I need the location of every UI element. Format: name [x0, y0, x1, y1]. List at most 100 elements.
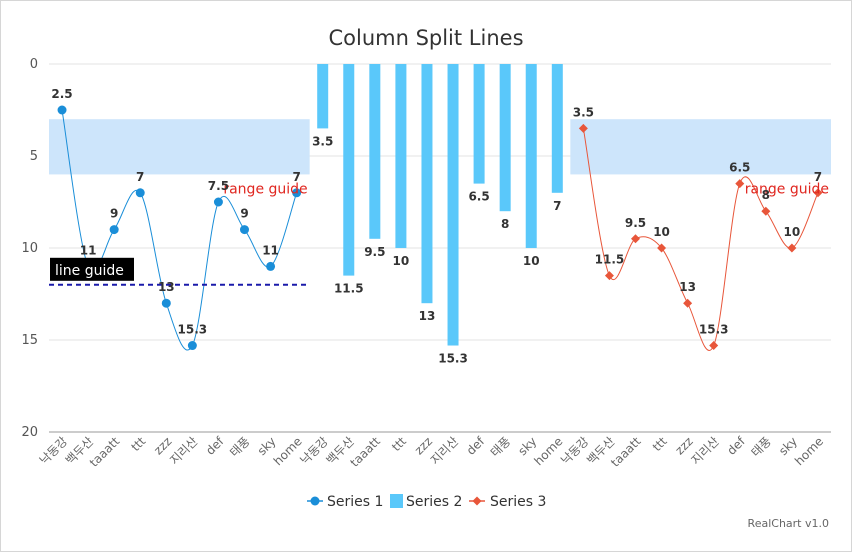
series-2-bars [317, 64, 563, 346]
series-2-bar [369, 64, 381, 239]
series-1-data-label: 11 [262, 243, 279, 257]
series-3-data-label: 15.3 [699, 323, 729, 337]
chart-credit: RealChart v1.0 [748, 517, 829, 530]
x-tick-label: def [203, 434, 227, 458]
y-tick-label: 10 [21, 241, 38, 256]
legend-label: Series 3 [490, 494, 546, 510]
series-3-point [787, 243, 797, 253]
series-2-bar [395, 64, 407, 248]
range-guide-label: range guide [745, 181, 829, 197]
series-1-data-label: 13 [158, 280, 175, 294]
x-tick-label: taaatt [608, 434, 644, 470]
x-tick-label: 태풍 [748, 434, 774, 460]
series-2-bar [525, 64, 537, 248]
series-2-data-label: 10 [523, 254, 540, 268]
series-2-bar [473, 64, 485, 184]
x-tick-label: 낙동강 [37, 434, 70, 467]
line-guide-label-box [50, 257, 134, 281]
series-1-data-label: 7 [292, 170, 300, 184]
series-3-data-label: 10 [653, 225, 670, 239]
series-2-data-label: 10 [393, 254, 410, 268]
x-tick-label: 지리산 [428, 434, 461, 467]
legend-item-series-2: Series 2 [390, 494, 462, 510]
data-labels: range guide range guide 3.5 11.5 9.5 10 13 15.3… [51, 87, 829, 366]
legend-label: Series 1 [327, 494, 383, 510]
legend-item-series-1: Series 1 [307, 494, 383, 510]
series-2-data-label: 13 [419, 309, 436, 323]
x-tick-label: 지리산 [688, 434, 721, 467]
legend-label: Series 2 [406, 494, 462, 510]
y-tick-label: 20 [21, 425, 38, 440]
series-3-data-label: 6.5 [729, 161, 750, 175]
legend-marker [310, 496, 320, 506]
x-tick-label: ttt [650, 434, 670, 454]
series-1-data-label: 9 [110, 207, 118, 221]
y-tick-label: 5 [30, 149, 38, 164]
chart-title: Column Split Lines [328, 26, 523, 50]
series-1-point [187, 341, 197, 351]
series-3-line [582, 128, 819, 351]
series-1-point [240, 225, 249, 235]
series-3-data-label: 8 [762, 188, 770, 202]
series-1-point [161, 298, 171, 308]
x-tick-label: def [464, 434, 488, 458]
series-2-data-label: 15.3 [438, 352, 468, 366]
line-guide-label: line guide [55, 263, 124, 279]
series-3-point [657, 243, 667, 253]
series-2-data-label: 9.5 [364, 245, 385, 259]
series-1-point [213, 197, 223, 207]
series-2-data-label: 11.5 [334, 282, 364, 296]
x-tick-label: 낙동강 [297, 434, 330, 467]
series-2-data-label: 6.5 [468, 190, 489, 204]
series-2-data-label: 8 [501, 217, 509, 231]
legend: Series 1 Series 2 Series 3 [307, 494, 546, 510]
series-1-data-label: 2.5 [51, 87, 72, 101]
series-1-data-label: 7.5 [208, 179, 229, 193]
series-3-data-label: 10 [784, 225, 801, 239]
series-1-point [57, 105, 67, 115]
series-2-bar [551, 64, 563, 193]
x-tick-label: 태풍 [227, 434, 253, 460]
series-2-data-label: 7 [553, 199, 561, 213]
x-tick-label: 지리산 [167, 434, 200, 467]
legend-marker [390, 494, 403, 508]
series-3-point [813, 188, 823, 198]
series-3-data-label: 3.5 [573, 105, 594, 119]
series-3-point [578, 123, 588, 133]
series-3-point [761, 206, 771, 216]
series-1-data-label: 11 [80, 243, 97, 257]
x-tick-label: ttt [128, 434, 148, 454]
series-3-point [631, 234, 640, 244]
series-2-data-label: 3.5 [312, 134, 333, 148]
series-3-point [604, 271, 614, 281]
series-1-data-label: 9 [240, 207, 248, 221]
x-tick-label: taaatt [347, 434, 383, 470]
x-tick-label: 낙동강 [558, 434, 591, 467]
series-3-point [709, 341, 719, 351]
series-3-data-label: 7 [814, 170, 822, 184]
series-2-bar [317, 64, 329, 129]
line-guide-layer: line guide [49, 257, 310, 286]
series-2-bar [447, 64, 459, 346]
series-lines [57, 105, 823, 351]
series-2-bar [499, 64, 511, 212]
grid-layer [49, 63, 831, 341]
series-3-data-label: 9.5 [625, 216, 646, 230]
range-guide-band [49, 119, 310, 175]
series-1-point [266, 261, 276, 271]
x-tick-label: home [531, 434, 565, 468]
series-2-bar [343, 64, 355, 276]
series-1-point [292, 188, 302, 198]
x-tick-label: taaatt [87, 434, 123, 470]
x-tick-label: home [792, 434, 826, 468]
series-1-data-label: 7 [136, 170, 144, 184]
series-3-data-label: 13 [679, 280, 696, 294]
series-3-point [735, 179, 745, 189]
series-2-bar [421, 64, 433, 304]
legend-item-series-3: Series 3 [469, 494, 546, 510]
series-1-point [135, 188, 145, 198]
x-tick-label: home [271, 434, 305, 468]
series-1-data-label: 15.3 [178, 323, 208, 337]
